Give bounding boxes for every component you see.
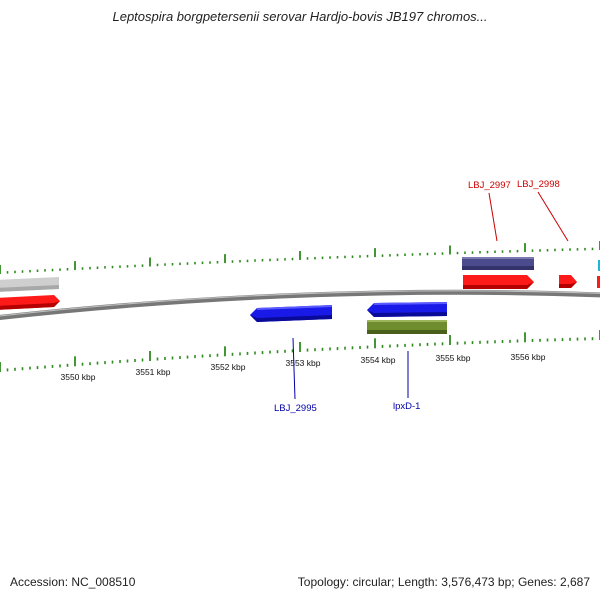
forward-gene-lbj-2998[interactable] — [559, 275, 577, 288]
gray-feature-left[interactable] — [0, 277, 59, 292]
cyan-feature-edge[interactable] — [598, 260, 600, 271]
map-title: Leptospira borgpetersenii serovar Hardjo… — [112, 9, 488, 24]
topology-text: Topology: circular; Length: 3,576,473 bp… — [297, 575, 590, 589]
reverse-gene-lbj-2995[interactable] — [250, 305, 332, 322]
forward-gene-edge[interactable] — [597, 276, 600, 288]
leader-lbj-2995 — [292, 337, 296, 400]
gene-label-lbj-2995[interactable]: LBJ_2995 — [274, 403, 317, 414]
leader-lbj-2998 — [537, 191, 569, 242]
kbp-label-3551: 3551 kbp — [136, 367, 171, 377]
kbp-label-3554: 3554 kbp — [361, 355, 396, 365]
gene-label-lbj-2998[interactable]: LBJ_2998 — [517, 179, 560, 190]
kbp-scale-labels: 3550 kbp 3551 kbp 3552 kbp 3553 kbp 3554… — [61, 352, 546, 382]
purple-feature[interactable] — [462, 257, 534, 270]
kbp-label-3553: 3553 kbp — [286, 358, 321, 368]
kbp-label-3555: 3555 kbp — [436, 353, 471, 363]
outer-tick-ring — [0, 241, 600, 274]
gene-label-lpxd-1[interactable]: lpxD-1 — [393, 401, 420, 412]
kbp-label-3552: 3552 kbp — [211, 362, 246, 372]
accession-text: Accession: NC_008510 — [10, 575, 136, 589]
reverse-gene-lpxd-1[interactable] — [367, 302, 447, 317]
kbp-label-3556: 3556 kbp — [511, 352, 546, 362]
forward-gene-left[interactable] — [0, 295, 60, 310]
gene-label-lbj-2997[interactable]: LBJ_2997 — [468, 180, 511, 191]
chromosome-backbone — [0, 289, 600, 320]
forward-gene-lbj-2997[interactable] — [463, 275, 534, 289]
label-leaders — [292, 191, 569, 400]
kbp-label-3550: 3550 kbp — [61, 372, 96, 382]
inner-tick-ring — [0, 330, 600, 372]
olive-feature[interactable] — [367, 320, 447, 334]
leader-lbj-2997 — [488, 192, 498, 242]
